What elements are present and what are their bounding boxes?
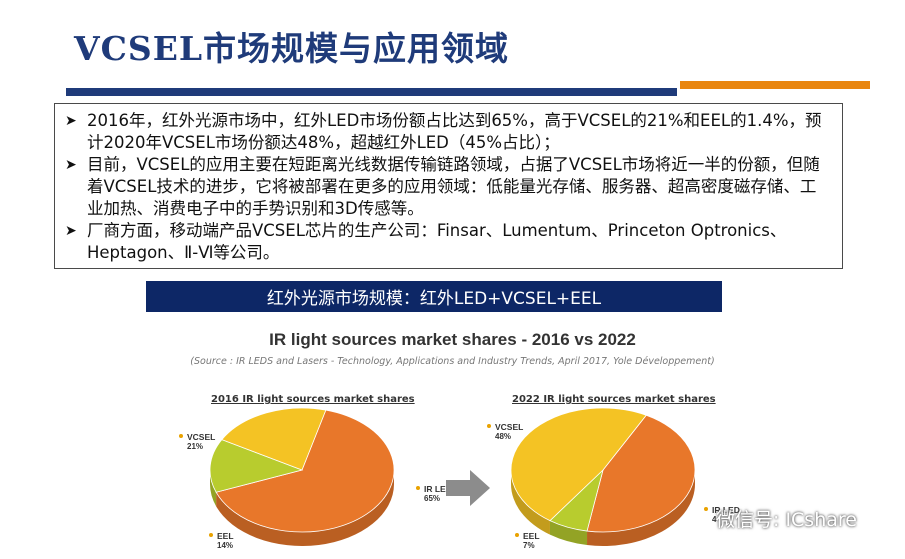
bullet-item: ➤ 2016年，红外光源市场中，红外LED市场份额占比达到65%，高于VCSEL… [65,110,832,154]
pie-title-2016: 2016 IR light sources market shares [211,394,415,405]
label-bullet-icon [704,507,708,511]
label-bullet-icon [416,486,420,490]
pie-label-name: VCSEL [187,432,215,442]
label-bullet-icon [179,434,183,438]
pie-side-ir-led [587,470,695,547]
title-underline-orange [680,81,870,89]
bullet-box: ➤ 2016年，红外光源市场中，红外LED市场份额占比达到65%，高于VCSEL… [54,103,843,269]
slide-title: VCSEL市场规模与应用领域 [74,29,510,68]
bullet-text: 目前，VCSEL的应用主要在短距离光线数据传输链路领域，占据了VCSEL市场将近… [87,155,820,218]
pie-label-name: EEL [523,531,540,541]
pie-slice-ir-led [586,414,696,533]
pie-slice-ir-led [215,409,395,533]
pie-label-name: IR LED [712,505,740,515]
chart-title: IR light sources market shares - 2016 vs… [269,330,636,349]
pie-title-2022: 2022 IR light sources market shares [512,394,716,405]
bullet-text: 厂商方面，移动端产品VCSEL芯片的生产公司：Finsar、Lumentum、P… [87,221,787,262]
pie-slice-eel [209,439,304,493]
arrowhead-icon: ➤ [65,157,77,173]
pie-label-name: IR LED [424,484,452,494]
pie-label-name: VCSEL [495,422,523,432]
pie-label-value: 4 [712,515,717,524]
watermark: 微信号: ICshare [684,505,857,532]
label-bullet-icon [515,533,519,537]
pie-label-value: 14% [217,541,233,550]
pie-label-value: 21% [187,442,203,451]
pie-side-eel [549,520,588,546]
bullet-item: ➤ 目前，VCSEL的应用主要在短距离光线数据传输链路领域，占据了VCSEL市场… [65,154,832,220]
pie-side-eel [210,470,217,507]
arrowhead-icon: ➤ [65,113,77,129]
pie-label-value: 65% [424,494,440,503]
label-bullet-icon [209,533,213,537]
bullet-item: ➤ 厂商方面，移动端产品VCSEL芯片的生产公司：Finsar、Lumentum… [65,220,832,264]
pie-slice-vcsel [510,407,647,522]
wechat-icon [684,508,710,529]
title-underline-blue [66,88,677,96]
label-bullet-icon [487,424,491,428]
arrowhead-icon: ➤ [65,223,77,239]
pie-label-value: 48% [495,432,511,441]
chart-source: (Source : IR LEDS and Lasers - Technolog… [190,356,715,367]
pie-label-name: EEL [217,531,234,541]
pie-side-vcsel [511,470,550,535]
bullet-text: 2016年，红外光源市场中，红外LED市场份额占比达到65%，高于VCSEL的2… [87,111,822,152]
pie-side-ir-led [216,470,394,546]
pie-label-value: 7% [523,541,535,550]
pie-slice-vcsel [221,407,327,471]
right-arrow-icon [446,470,490,506]
watermark-text: 微信号: ICshare [716,509,857,531]
section-banner: 红外光源市场规模：红外LED+VCSEL+EEL [146,281,722,312]
